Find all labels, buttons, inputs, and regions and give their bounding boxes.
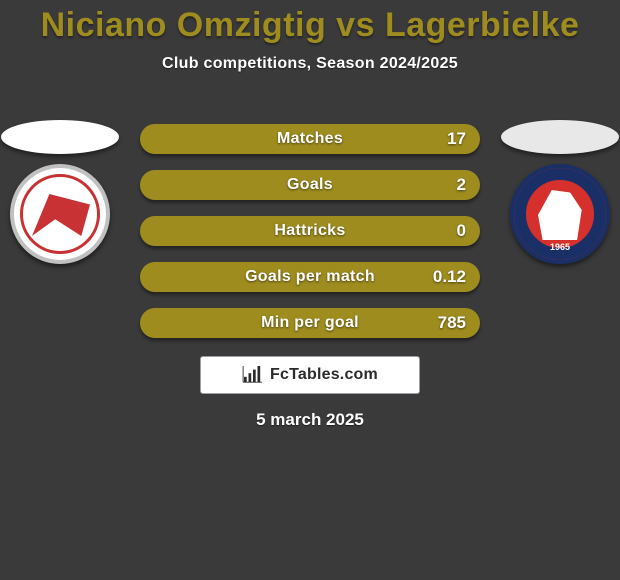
stat-bar: Matches17 xyxy=(140,124,480,154)
player-right: 1965 xyxy=(500,120,620,264)
player-right-avatar xyxy=(501,120,619,154)
stat-bar: Goals2 xyxy=(140,170,480,200)
attribution-box: FcTables.com xyxy=(200,356,420,394)
snapshot-date: 5 march 2025 xyxy=(0,410,620,430)
player-left-club-badge xyxy=(10,164,110,264)
stat-bar: Hattricks0 xyxy=(140,216,480,246)
stat-bar-value-right: 785 xyxy=(438,308,466,338)
stat-bar-label: Goals xyxy=(140,170,480,200)
club-left-shape-icon xyxy=(32,194,90,236)
bars-chart-icon xyxy=(242,366,264,384)
stat-bar-label: Matches xyxy=(140,124,480,154)
stat-bar-value-right: 0 xyxy=(457,216,466,246)
stat-bar-value-right: 2 xyxy=(457,170,466,200)
attribution-text: FcTables.com xyxy=(270,366,378,384)
stat-bar-label: Goals per match xyxy=(140,262,480,292)
stat-bar-value-right: 17 xyxy=(447,124,466,154)
club-right-year: 1965 xyxy=(514,242,606,252)
stat-bar-label: Hattricks xyxy=(140,216,480,246)
player-left-avatar xyxy=(1,120,119,154)
stat-bar: Goals per match0.12 xyxy=(140,262,480,292)
player-left xyxy=(0,120,120,264)
stat-bar: Min per goal785 xyxy=(140,308,480,338)
comparison-title: Niciano Omzigtig vs Lagerbielke xyxy=(0,0,620,45)
player-right-club-badge: 1965 xyxy=(510,164,610,264)
stat-bar-label: Min per goal xyxy=(140,308,480,338)
stat-bar-value-right: 0.12 xyxy=(433,262,466,292)
stat-bars: Matches17 Goals2 Hattricks0 Goals per match… xyxy=(140,124,480,354)
comparison-subtitle: Club competitions, Season 2024/2025 xyxy=(0,55,620,73)
